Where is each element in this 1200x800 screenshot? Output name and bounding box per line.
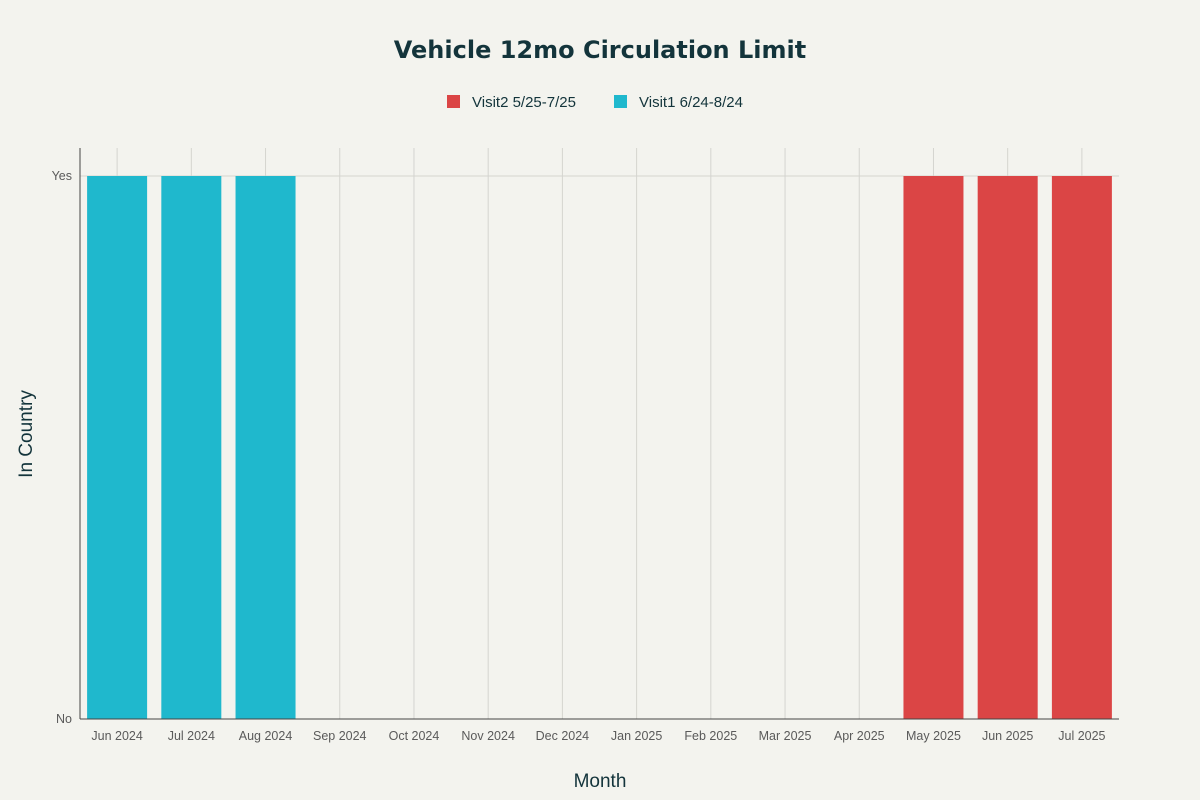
bar[interactable] — [903, 176, 964, 719]
x-axis-title: Month — [574, 771, 627, 792]
x-tick-label: Apr 2025 — [834, 729, 885, 743]
x-tick-label: Oct 2024 — [389, 729, 440, 743]
x-tick-label: Jan 2025 — [611, 729, 662, 743]
legend-item[interactable]: Visit2 5/25-7/25 — [447, 94, 576, 111]
bar[interactable] — [977, 176, 1038, 719]
legend: Visit2 5/25-7/25 Visit1 6/24-8/24 — [447, 94, 743, 111]
legend-swatch — [614, 95, 627, 108]
x-tick-label: Feb 2025 — [684, 729, 737, 743]
bar[interactable] — [161, 176, 222, 719]
y-axis-title: In Country — [16, 390, 37, 478]
bars — [87, 176, 1112, 719]
x-tick-label: Jul 2025 — [1058, 729, 1105, 743]
x-tick-label: Jun 2024 — [91, 729, 142, 743]
x-tick-labels: Jun 2024 Jul 2024 Aug 2024 Sep 2024 Oct 2024… — [91, 729, 1105, 743]
y-tick-label: No — [56, 712, 72, 726]
x-tick-label: Sep 2024 — [313, 729, 367, 743]
legend-label: Visit2 5/25-7/25 — [472, 94, 576, 111]
y-tick-labels: No Yes — [52, 169, 72, 726]
x-tick-label: Aug 2024 — [239, 729, 293, 743]
x-tick-label: May 2025 — [906, 729, 961, 743]
legend-swatch — [447, 95, 460, 108]
x-tick-label: Nov 2024 — [461, 729, 515, 743]
y-tick-label: Yes — [52, 169, 72, 183]
x-tick-label: Dec 2024 — [536, 729, 590, 743]
x-tick-label: Jul 2024 — [168, 729, 215, 743]
legend-item[interactable]: Visit1 6/24-8/24 — [614, 94, 743, 111]
x-tick-label: Jun 2025 — [982, 729, 1033, 743]
legend-label: Visit1 6/24-8/24 — [639, 94, 743, 111]
chart-title: Vehicle 12mo Circulation Limit — [394, 36, 806, 64]
bar[interactable] — [1051, 176, 1112, 719]
bar[interactable] — [235, 176, 296, 719]
x-tick-label: Mar 2025 — [759, 729, 812, 743]
bar[interactable] — [87, 176, 148, 719]
axes — [79, 148, 1119, 720]
